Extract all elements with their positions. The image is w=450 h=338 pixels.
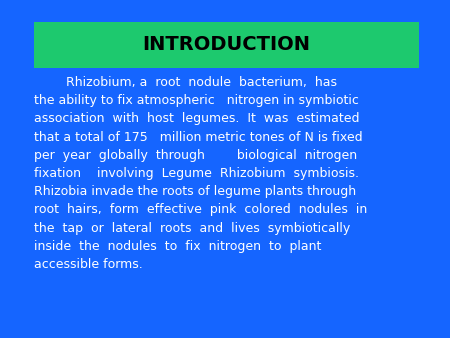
Text: INTRODUCTION: INTRODUCTION <box>142 35 310 54</box>
Bar <box>34 22 419 68</box>
Text: Rhizobium, a  root  nodule  bacterium,  has
the ability to fix atmospheric   nit: Rhizobium, a root nodule bacterium, has … <box>34 76 367 271</box>
